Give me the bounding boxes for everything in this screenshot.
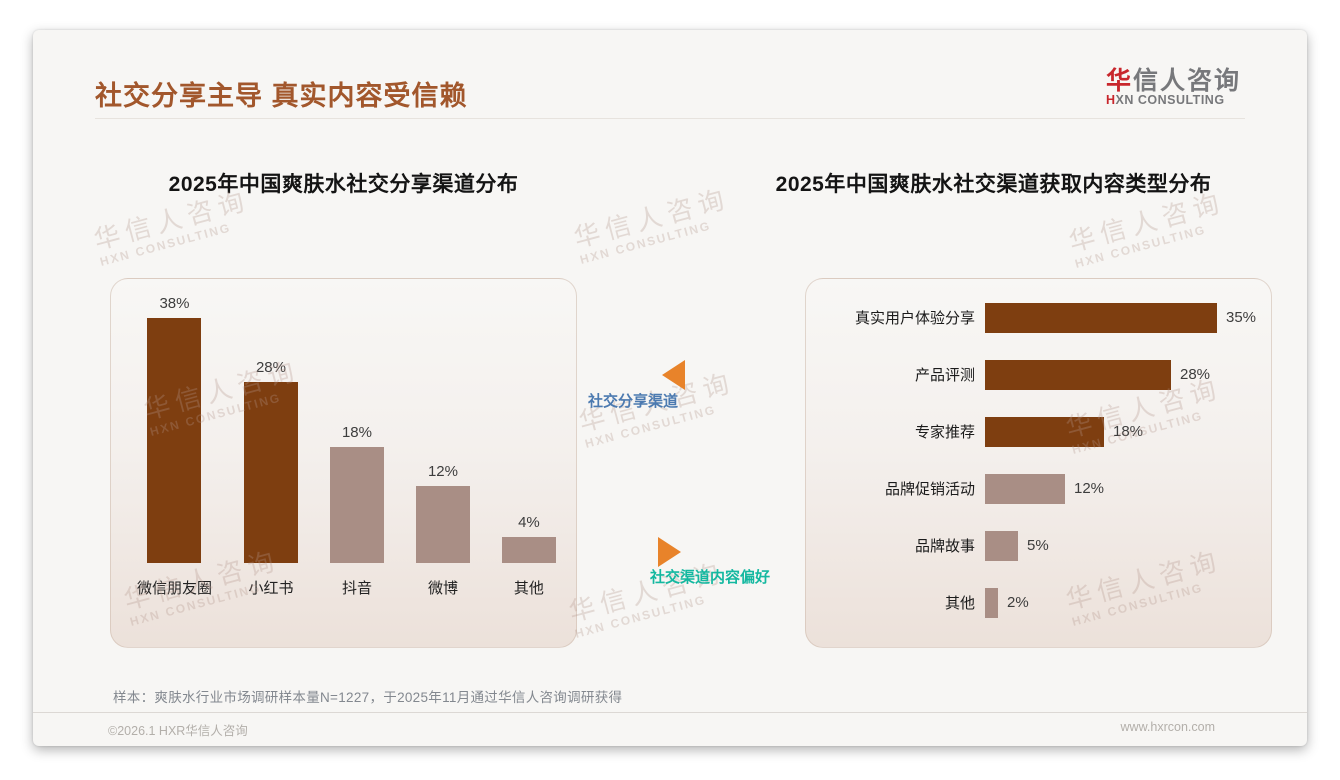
hbar-row: 其他 2% <box>826 574 1265 631</box>
bar <box>501 537 556 563</box>
slide-card: 社交分享主导 真实内容受信赖 华信人咨询 HXN CONSULTING 2025… <box>33 30 1307 746</box>
footer-website: www.hxrcon.com <box>1120 720 1215 734</box>
vbar-item: 18% 抖音 <box>329 424 384 597</box>
bar-value-label: 4% <box>518 514 540 531</box>
logo-chinese-text: 华信人咨询 <box>1105 67 1241 95</box>
bar-value-label: 12% <box>427 463 458 480</box>
triangle-left-icon <box>662 360 685 390</box>
sample-note: 样本：爽肤水行业市场调研样本量N=1227，于2025年11月通过华信人咨询调研… <box>113 690 623 705</box>
bar-value-label: 12% <box>1074 480 1105 497</box>
vbar-item: 38% 微信朋友圈 <box>137 295 212 597</box>
hbar-row: 品牌故事 5% <box>826 517 1265 574</box>
hbar-row: 品牌促销活动 12% <box>826 460 1265 517</box>
bar <box>985 587 998 618</box>
bar <box>329 447 384 563</box>
bar-category-label: 品牌故事 <box>914 538 975 555</box>
bar-category-label: 品牌促销活动 <box>884 481 975 498</box>
bar <box>243 382 298 563</box>
vbar-item: 4% 其他 <box>501 514 556 597</box>
right-chart-panel: 真实用户体验分享 35% 产品评测 28% 专家推荐 18% 品牌促销活动 12% 品牌故事 5%… <box>805 278 1272 648</box>
bar <box>985 473 1065 504</box>
left-chart-title: 2025年中国爽肤水社交分享渠道分布 <box>168 173 519 196</box>
page-title: 社交分享主导 真实内容受信赖 <box>95 81 468 111</box>
bar <box>147 318 202 563</box>
share-channel-annotation: 社交分享渠道 <box>588 393 679 410</box>
company-logo: 华信人咨询 HXN CONSULTING <box>1106 68 1241 107</box>
bar-category-label: 其他 <box>513 580 544 597</box>
header-divider <box>95 118 1245 119</box>
bar-value-label: 18% <box>1113 423 1144 440</box>
bar-category-label: 微博 <box>427 580 458 597</box>
bar-category-label: 专家推荐 <box>914 424 975 441</box>
logo-english-text: HXN CONSULTING <box>1105 93 1225 108</box>
watermark: 华信人咨询 HXN CONSULTING <box>570 182 734 267</box>
hbar-row: 产品评测 28% <box>826 346 1265 403</box>
vbar-item: 12% 微博 <box>415 463 470 597</box>
bar-value-label: 2% <box>1007 594 1029 611</box>
bar <box>985 416 1104 447</box>
bar-category-label: 抖音 <box>341 580 372 597</box>
bar-value-label: 28% <box>1180 366 1211 383</box>
vertical-bar-chart: 38% 微信朋友圈 28% 小红书 18% 抖音 12% 微博 4% 其他 <box>121 279 572 597</box>
bar <box>415 486 470 563</box>
left-chart-panel: 38% 微信朋友圈 28% 小红书 18% 抖音 12% 微博 4% 其他 <box>110 278 577 648</box>
footer-divider <box>33 712 1307 713</box>
bar-category-label: 小红书 <box>248 580 294 597</box>
bar-value-label: 5% <box>1027 537 1049 554</box>
bar-value-label: 28% <box>255 359 286 376</box>
bar <box>985 359 1171 390</box>
hbar-row: 专家推荐 18% <box>826 403 1265 460</box>
horizontal-bar-chart: 真实用户体验分享 35% 产品评测 28% 专家推荐 18% 品牌促销活动 12% 品牌故事 5%… <box>826 289 1265 631</box>
bar-value-label: 38% <box>159 295 190 312</box>
bar-category-label: 真实用户体验分享 <box>854 310 975 327</box>
bar <box>985 530 1018 561</box>
vbar-item: 28% 小红书 <box>243 359 298 597</box>
triangle-right-icon <box>658 537 681 567</box>
right-chart-title: 2025年中国爽肤水社交渠道获取内容类型分布 <box>775 173 1212 196</box>
bar-value-label: 18% <box>341 424 372 441</box>
bar-category-label: 产品评测 <box>914 367 975 384</box>
bar-category-label: 微信朋友圈 <box>136 580 212 597</box>
bar-value-label: 35% <box>1226 309 1257 326</box>
footer-copyright: ©2026.1 HXR华信人咨询 <box>108 724 248 738</box>
hbar-row: 真实用户体验分享 35% <box>826 289 1265 346</box>
bar <box>985 302 1217 333</box>
bar-category-label: 其他 <box>944 595 975 612</box>
content-preference-annotation: 社交渠道内容偏好 <box>650 569 771 586</box>
